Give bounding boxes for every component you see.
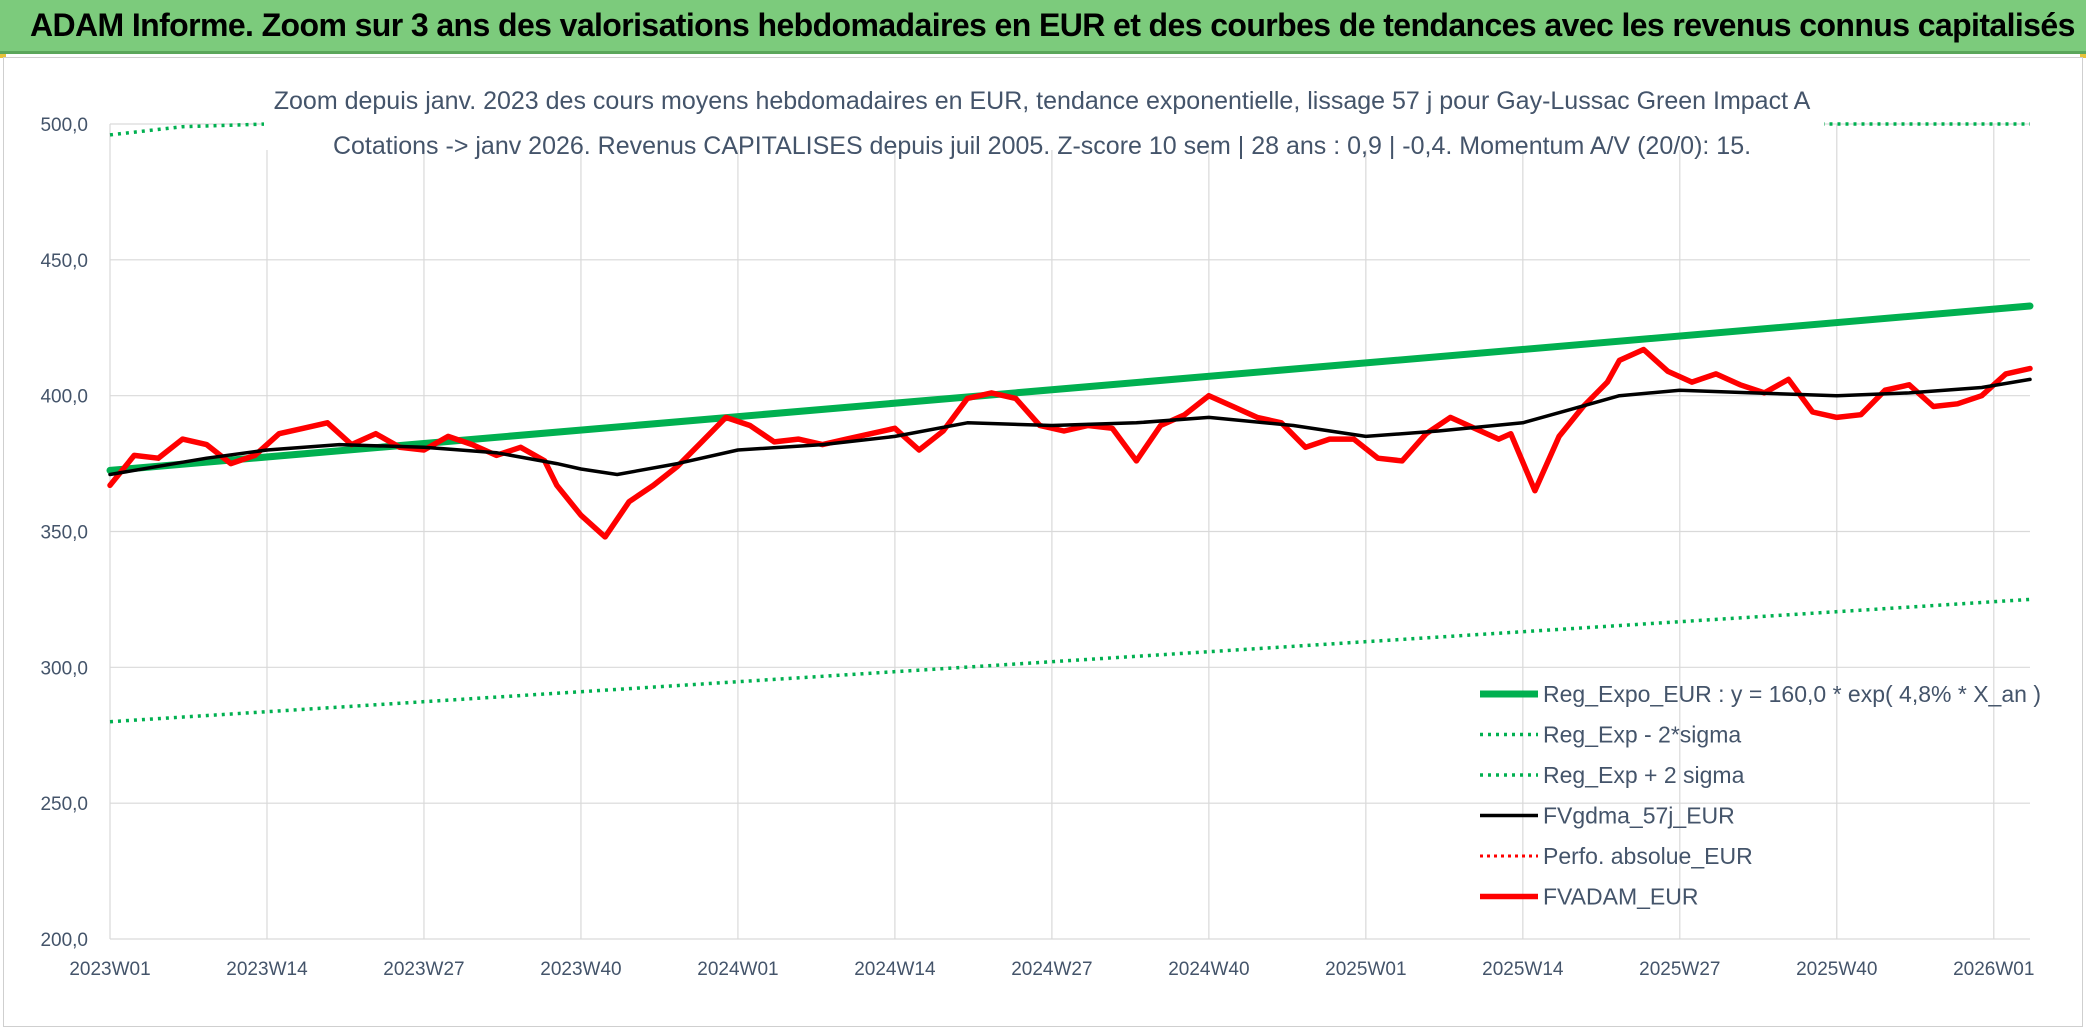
y-tick-label: 350,0 — [40, 523, 88, 544]
subtitle-background — [264, 78, 1824, 150]
legend-label: Reg_Exp - 2*sigma — [1543, 722, 1741, 748]
x-tick-label: 2023W01 — [69, 959, 150, 980]
chart-subtitle-line2: Cotations -> janv 2026. Revenus CAPITALI… — [333, 132, 1751, 160]
page-title: ADAM Informe. Zoom sur 3 ans des valoris… — [30, 7, 2075, 43]
series-line-5 — [107, 346, 2033, 540]
x-tick-label: 2023W14 — [226, 959, 308, 980]
legend-label: FVgdma_57j_EUR — [1543, 803, 1735, 829]
x-tick-label: 2025W27 — [1639, 959, 1720, 980]
chart-subtitle-line1: Zoom depuis janv. 2023 des cours moyens … — [274, 87, 1811, 115]
x-tick-label: 2025W40 — [1796, 959, 1877, 980]
header-bar: ADAM Informe. Zoom sur 3 ans des valoris… — [0, 0, 2086, 54]
series-line-1 — [109, 597, 2031, 724]
series-line-0 — [106, 302, 2034, 474]
grid — [109, 123, 2030, 940]
legend-label: Reg_Expo_EUR : y = 160,0 * exp( 4,8% * X… — [1543, 681, 2041, 707]
y-tick-label: 450,0 — [40, 251, 88, 272]
chart-border — [3, 57, 2083, 1027]
y-tick-label: 250,0 — [40, 794, 88, 815]
x-tick-label: 2024W40 — [1168, 959, 1249, 980]
x-tick-label: 2023W27 — [383, 959, 464, 980]
y-axis-ticks: 200,0 250,0 300,0 350,0 400,0 450,0 500,0 — [40, 115, 88, 951]
legend-label: FVADAM_EUR — [1543, 884, 1699, 910]
y-tick-label: 400,0 — [40, 387, 88, 408]
series-lines — [106, 122, 2034, 724]
y-tick-label: 200,0 — [40, 930, 88, 951]
x-tick-label: 2025W14 — [1482, 959, 1564, 980]
x-tick-label: 2025W01 — [1325, 959, 1406, 980]
legend: Reg_Expo_EUR : y = 160,0 * exp( 4,8% * X… — [1480, 681, 2041, 910]
legend-label: Perfo. absolue_EUR — [1543, 843, 1753, 869]
x-tick-label: 2024W01 — [697, 959, 778, 980]
series-line-3 — [108, 377, 2032, 477]
y-tick-label: 300,0 — [40, 658, 88, 679]
x-tick-label: 2026W01 — [1953, 959, 2034, 980]
x-axis-ticks: 2023W01 2023W14 2023W27 2023W40 2024W01 2024W… — [69, 959, 2034, 980]
corner-accent-left — [0, 54, 6, 58]
x-tick-label: 2023W40 — [540, 959, 621, 980]
x-tick-label: 2024W14 — [854, 959, 936, 980]
corner-accent-right — [2080, 54, 2086, 58]
legend-label: Reg_Exp + 2 sigma — [1543, 762, 1745, 788]
x-tick-label: 2024W27 — [1011, 959, 1092, 980]
y-tick-label: 500,0 — [40, 115, 88, 136]
